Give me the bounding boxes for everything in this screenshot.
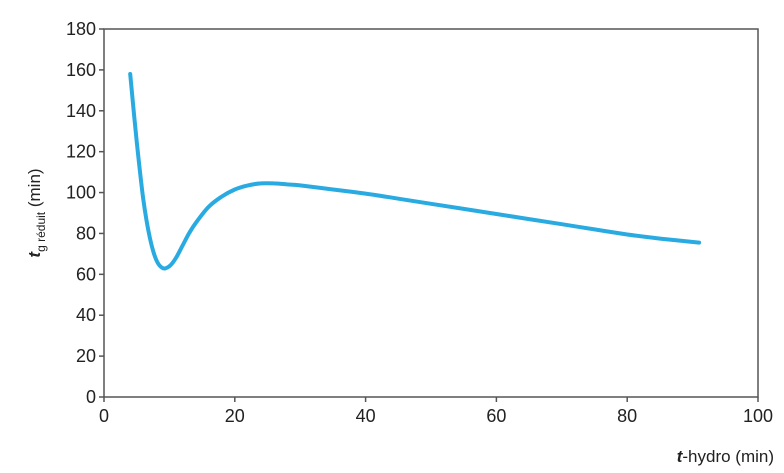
y-tick-label: 0: [86, 387, 96, 407]
x-tick-label: 40: [356, 406, 376, 426]
plot-frame: [103, 28, 759, 398]
x-tick-label: 100: [743, 406, 773, 426]
y-axis-label: tg réduit (min): [25, 168, 48, 257]
y-tick-label: 20: [76, 346, 96, 366]
x-axis-label-var: t: [677, 447, 684, 466]
x-tick-label: 60: [486, 406, 506, 426]
y-axis-label-unit: (min): [25, 168, 44, 211]
y-axis-label-subscript: g réduit: [34, 211, 48, 252]
y-tick-label: 180: [66, 19, 96, 39]
y-tick-label: 100: [66, 183, 96, 203]
x-tick-label: 0: [99, 406, 109, 426]
y-axis: 0 20 40 60 80 100 120 140 160 180: [66, 19, 104, 407]
y-axis-label-var: t: [25, 251, 44, 258]
y-tick-label: 140: [66, 101, 96, 121]
series-line: [128, 72, 702, 271]
x-axis: 0 20 40 60 80 100: [99, 397, 773, 426]
y-tick-label: 60: [76, 264, 96, 284]
x-axis-label: t-hydro (min): [677, 447, 774, 466]
x-tick-label: 80: [617, 406, 637, 426]
x-axis-label-unit: -hydro (min): [682, 447, 774, 466]
y-tick-label: 40: [76, 305, 96, 325]
y-tick-label: 160: [66, 60, 96, 80]
series-layer: [128, 72, 702, 271]
y-tick-label: 80: [76, 223, 96, 243]
x-tick-label: 20: [225, 406, 245, 426]
y-tick-label: 120: [66, 142, 96, 162]
